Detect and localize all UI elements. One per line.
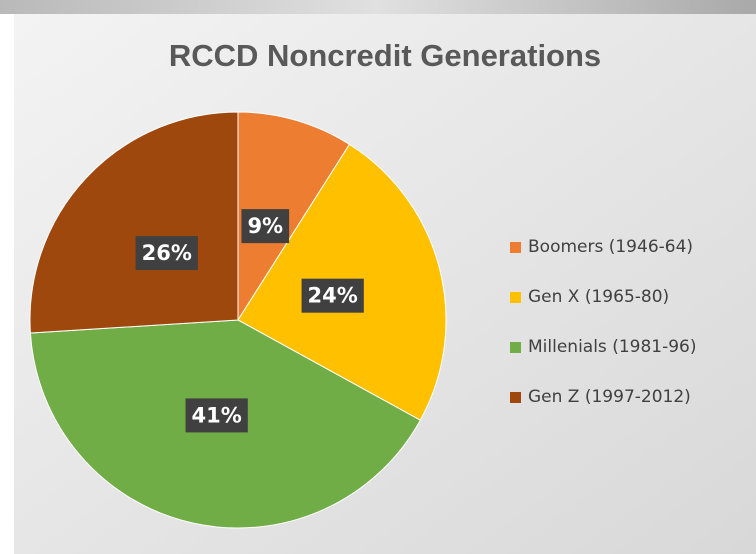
data-label-box: [301, 278, 364, 313]
legend-label: Gen Z (1997-2012): [528, 387, 691, 407]
chart-title: RCCD Noncredit Generations: [169, 38, 601, 73]
pie-slice: [237, 111, 351, 322]
data-label: 26%: [142, 241, 192, 265]
legend-swatch: [510, 342, 521, 353]
data-label-box: [135, 236, 198, 271]
legend-label: Boomers (1946-64): [528, 237, 693, 257]
data-label: 9%: [247, 214, 283, 238]
left-strip: [0, 14, 14, 554]
pie-slice: [29, 111, 239, 334]
legend-swatch: [510, 392, 521, 403]
data-label: 41%: [192, 403, 242, 427]
data-label: 24%: [308, 284, 358, 308]
data-label-box: [185, 398, 248, 433]
top-band: [0, 0, 756, 14]
legend-label: Gen X (1965-80): [528, 287, 669, 307]
legend-label: Millenials (1981-96): [528, 337, 697, 357]
data-label-box: [241, 209, 290, 244]
legend-swatch: [510, 292, 521, 303]
legend-swatch: [510, 242, 521, 253]
